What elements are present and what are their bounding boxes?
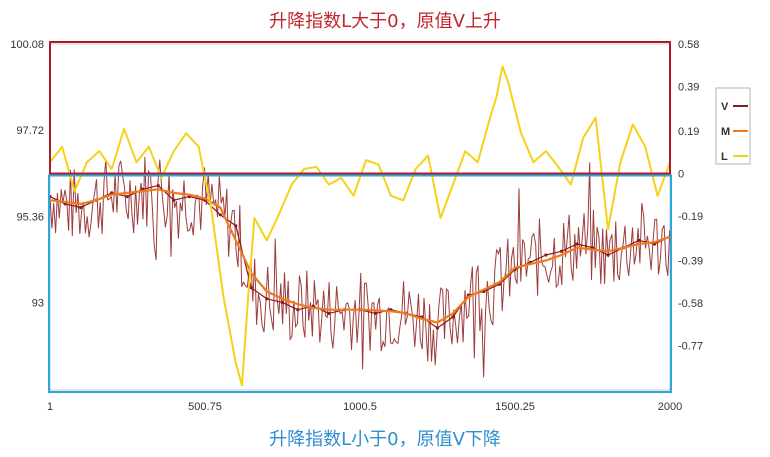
series-v-point	[125, 195, 129, 199]
series-v-point	[265, 297, 269, 301]
series-v-point	[544, 253, 548, 257]
axes-layer: 1 500.75 1000.5 1500.25 2000 100.08 97.72 95.36…	[10, 39, 703, 413]
bottom-annotation-box	[48, 174, 672, 393]
top-caption: 升降指数L大于0，原值V上升	[269, 11, 501, 32]
annotation-boxes	[48, 41, 672, 393]
x-tick-label: 1	[47, 401, 53, 413]
series-layer	[48, 65, 672, 387]
legend-box	[715, 87, 751, 165]
series-v-point	[234, 224, 238, 228]
series-m-line	[49, 188, 671, 324]
series-v-point	[606, 253, 610, 257]
y-left-tick-label: 100.08	[10, 39, 44, 51]
series-v-point	[172, 198, 176, 202]
x-tick-label: 1500.25	[495, 401, 535, 413]
legend-label: M	[721, 126, 730, 138]
legend: V M L	[715, 87, 751, 165]
series-v-point	[156, 184, 160, 188]
series-v-point	[575, 242, 579, 246]
series-v-point	[280, 300, 284, 304]
series-v-point	[559, 249, 564, 253]
y-left-tick-label: 97.72	[16, 125, 44, 137]
series-v-point	[435, 326, 439, 330]
series-v-point	[79, 205, 83, 210]
y-right-tick-label: -0.19	[678, 211, 703, 223]
x-tick-label: 1000.5	[343, 401, 377, 413]
series-v-point	[637, 238, 641, 242]
y-left-tick-label: 93	[32, 297, 44, 309]
y-right-tick-label: 0	[678, 169, 684, 181]
legend-label: V	[721, 101, 729, 113]
y-left-tick-label: 95.36	[16, 211, 44, 223]
y-right-tick-label: -0.77	[678, 340, 703, 352]
series-v-point	[249, 286, 253, 290]
series-v-point	[218, 213, 222, 217]
x-tick-label: 500.75	[188, 401, 222, 413]
series-v-point	[373, 311, 377, 315]
y-right-tick-label: -0.58	[678, 298, 703, 310]
series-l-line	[49, 65, 671, 387]
top-annotation-box	[49, 41, 671, 175]
v-raw-jitter	[49, 156, 671, 378]
x-tick-label: 2000	[658, 401, 682, 413]
y-right-tick-label: 0.58	[678, 39, 699, 51]
series-v-point	[296, 308, 300, 312]
legend-label: L	[721, 151, 728, 163]
series-v-point	[451, 315, 455, 319]
y-right-tick-label: 0.19	[678, 126, 699, 138]
bottom-caption: 升降指数L小于0，原值V下降	[269, 429, 501, 450]
series-v-point	[327, 311, 331, 315]
y-right-tick-label: -0.39	[678, 256, 703, 268]
y-right-tick-label: 0.39	[678, 81, 699, 93]
value-noise-layer	[49, 156, 671, 378]
